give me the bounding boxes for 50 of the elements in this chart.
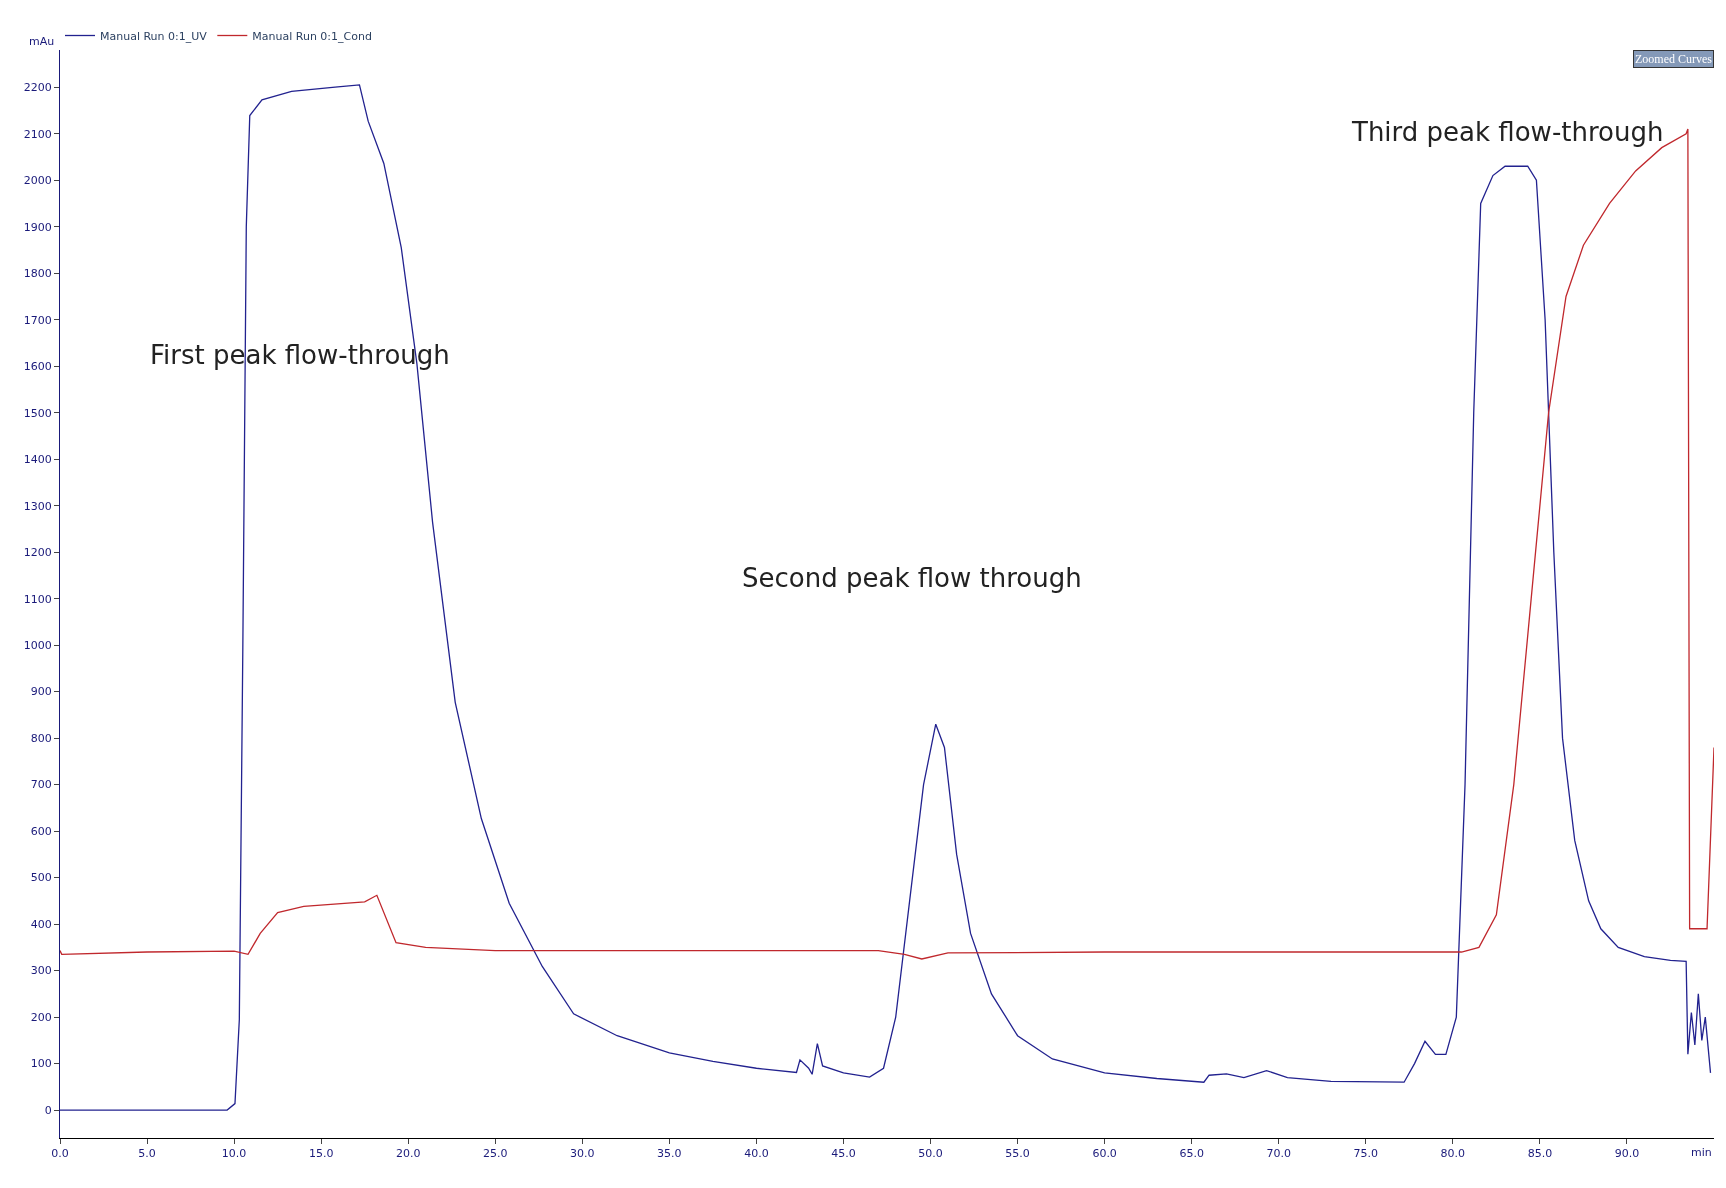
y-tick-label: 1400 xyxy=(23,453,52,467)
line-series xyxy=(60,84,1712,1111)
x-tick-label: 50.0 xyxy=(918,1147,943,1161)
y-tick-label: 1000 xyxy=(23,639,52,652)
y-tick-label: 1200 xyxy=(23,546,52,559)
y-tick-label: 2000 xyxy=(23,174,52,188)
x-tick-label: 25.0 xyxy=(483,1147,508,1161)
y-axis-title: mAu xyxy=(29,35,55,48)
x-tick-label: 75.0 xyxy=(1353,1147,1379,1161)
x-tick-label: 85.0 xyxy=(1527,1147,1553,1161)
y-tick-label: 1300 xyxy=(23,499,52,513)
x-tick-label: 35.0 xyxy=(657,1147,682,1161)
y-tick-label: 1900 xyxy=(23,220,52,234)
y-tick-label: 600 xyxy=(30,824,52,838)
y-tick-label: 300 xyxy=(30,964,52,978)
x-tick-label: 55.0 xyxy=(1005,1147,1030,1161)
x-tick-label: 30.0 xyxy=(570,1147,595,1161)
x-tick-label: 45.0 xyxy=(831,1147,856,1161)
y-tick-label: 1100 xyxy=(23,592,52,606)
y-tick-label: 2100 xyxy=(23,127,52,141)
x-tick-label: 40.0 xyxy=(744,1147,769,1161)
y-tick-label: 900 xyxy=(30,685,52,699)
x-tick-label: 80.0 xyxy=(1440,1147,1466,1161)
y-tick-label: 1600 xyxy=(23,360,52,374)
y-tick-label: 700 xyxy=(30,778,52,792)
legend-label: Manual Run 0:1_UV xyxy=(100,29,208,43)
x-tick-label: 65.0 xyxy=(1179,1147,1204,1161)
x-tick-label: 0.0 xyxy=(51,1147,69,1161)
y-tick-label: 1500 xyxy=(23,406,52,420)
x-tick-label: 15.0 xyxy=(308,1147,334,1161)
annotation: Zoomed Curves xyxy=(1635,52,1713,66)
annotation: Third peak flow-through xyxy=(1351,117,1664,147)
y-tick-label: 800 xyxy=(30,731,52,745)
y-tick-label: 1800 xyxy=(23,267,52,281)
y-tick-label: 1700 xyxy=(23,313,52,327)
x-axis-title: min xyxy=(1691,1146,1712,1159)
legend-label: Manual Run 0:1_Cond xyxy=(252,29,372,43)
y-tick-label: 500 xyxy=(30,871,52,885)
y-tick-label: 100 xyxy=(30,1057,52,1071)
x-tick-label: 10.0 xyxy=(221,1147,247,1161)
x-tick-label: 70.0 xyxy=(1266,1147,1291,1161)
y-tick-label: 2200 xyxy=(23,81,52,95)
x-tick-label: 90.0 xyxy=(1614,1147,1640,1161)
y-tick-label: 400 xyxy=(30,917,52,931)
y-tick-label: 200 xyxy=(30,1010,52,1024)
x-tick-label: 60.0 xyxy=(1092,1147,1117,1161)
x-tick-label: 20.0 xyxy=(395,1147,421,1161)
annotation: Second peak flow through xyxy=(742,563,1082,593)
x-tick-label: 5.0 xyxy=(138,1147,156,1161)
y-tick-label: 0 xyxy=(44,1103,52,1117)
